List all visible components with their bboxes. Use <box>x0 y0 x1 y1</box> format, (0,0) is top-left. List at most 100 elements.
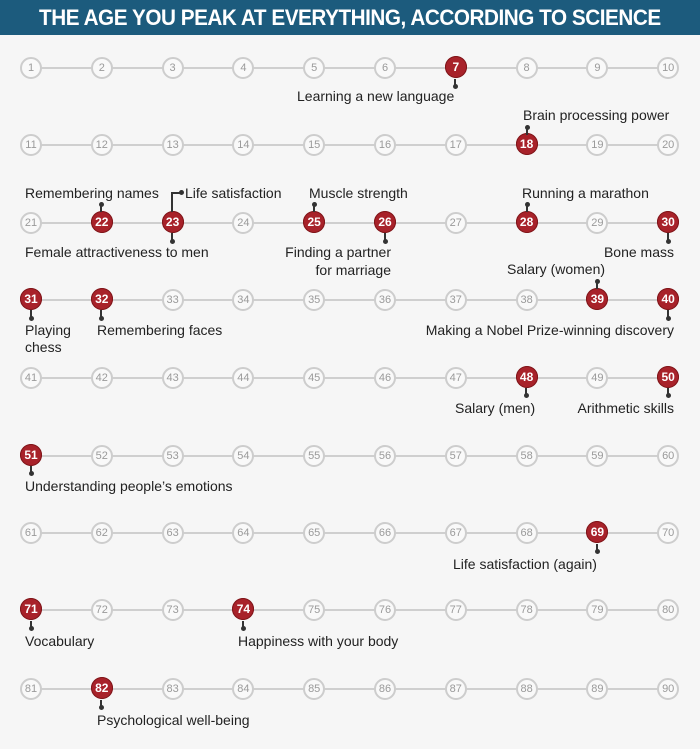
timeline-row: 21 22 23 24 25 26 27 28 29 30 <box>0 211 700 235</box>
age-marker: 54 <box>232 445 255 467</box>
connector-dot <box>98 705 104 710</box>
timeline-line <box>31 299 668 301</box>
connector <box>667 310 669 318</box>
age-marker: 64 <box>232 522 255 544</box>
connector <box>384 233 386 241</box>
connector-dot <box>665 393 671 398</box>
connector <box>596 544 598 552</box>
timeline-line <box>31 609 668 611</box>
age-marker: 20 <box>657 134 680 156</box>
age-marker: 34 <box>232 289 255 311</box>
age-marker: 4 <box>232 57 255 79</box>
label-age-71: Vocabulary <box>25 633 95 649</box>
connector <box>313 204 315 212</box>
connector <box>172 192 180 194</box>
connector-dot <box>28 626 34 631</box>
age-marker: 19 <box>586 134 609 156</box>
age-marker: 55 <box>303 445 326 467</box>
label-age-69: Life satisfaction (again) <box>453 556 597 572</box>
age-marker: 49 <box>586 367 609 389</box>
label-age-7: Learning a new language <box>297 88 455 104</box>
connector-dot <box>665 239 671 244</box>
age-marker: 81 <box>20 678 42 700</box>
connector <box>454 79 456 87</box>
age-marker: 42 <box>90 367 113 389</box>
age-marker: 70 <box>657 522 680 544</box>
connector-dot <box>452 84 458 89</box>
label-age-40: Making a Nobel Prize-winning discovery <box>425 322 674 338</box>
connector <box>525 388 527 396</box>
connector-dot <box>178 190 184 195</box>
timeline-row: 81 82 83 84 85 86 87 88 89 90 <box>0 677 700 701</box>
age-marker: 65 <box>303 522 326 544</box>
age-marker: 9 <box>586 57 609 79</box>
age-marker: 83 <box>161 678 184 700</box>
age-marker: 43 <box>161 367 184 389</box>
connector <box>30 621 32 629</box>
timeline-line <box>31 144 668 146</box>
label-age-26-line1: Finding a partner <box>285 244 391 260</box>
timeline-row: 11 12 13 14 15 16 17 18 19 20 <box>0 133 700 157</box>
peak-age-marker: 22 <box>90 211 113 233</box>
age-marker: 44 <box>232 367 255 389</box>
age-marker: 21 <box>20 212 42 234</box>
age-marker: 33 <box>161 289 184 311</box>
peak-age-marker: 28 <box>515 211 538 233</box>
timeline-row: 61 62 63 64 65 66 67 68 69 70 <box>0 521 700 545</box>
peak-age-marker: 30 <box>657 211 680 233</box>
peak-age-marker: 69 <box>586 521 609 543</box>
connector <box>667 233 669 241</box>
age-marker: 47 <box>444 367 467 389</box>
peak-age-marker: 18 <box>515 133 538 155</box>
age-marker: 57 <box>444 445 467 467</box>
label-age-82: Psychological well-being <box>97 712 250 728</box>
timeline-row: 31 32 33 34 35 36 37 38 39 40 <box>0 288 700 312</box>
label-age-51: Understanding people’s emotions <box>25 478 233 494</box>
age-marker: 16 <box>374 134 396 156</box>
connector-dot <box>594 549 600 554</box>
age-marker: 59 <box>586 445 609 467</box>
label-age-39: Salary (women) <box>507 261 606 277</box>
label-age-28: Running a marathon <box>522 185 649 201</box>
connector-dot <box>523 393 529 398</box>
label-age-31-line2: chess <box>25 339 62 355</box>
peak-age-marker: 74 <box>232 598 255 620</box>
age-marker: 86 <box>374 678 396 700</box>
peak-age-marker: 71 <box>20 598 42 620</box>
label-age-23-top: Life satisfaction <box>185 185 282 201</box>
timeline-row: 71 72 73 74 75 76 77 78 79 80 <box>0 598 700 622</box>
connector-dot <box>98 316 104 321</box>
label-age-50: Arithmetic skills <box>577 400 674 416</box>
label-age-32: Remembering faces <box>97 322 223 338</box>
connector <box>171 233 173 241</box>
age-marker: 85 <box>303 678 326 700</box>
age-marker: 12 <box>90 134 113 156</box>
age-marker: 76 <box>374 599 396 621</box>
label-age-25: Muscle strength <box>309 185 408 201</box>
timeline-line <box>31 222 668 224</box>
age-marker: 27 <box>444 212 467 234</box>
label-age-74: Happiness with your body <box>238 633 399 649</box>
connector-dot <box>382 239 388 244</box>
timeline-line <box>31 455 668 457</box>
peak-age-marker: 50 <box>657 366 680 388</box>
age-marker: 72 <box>90 599 113 621</box>
age-marker: 45 <box>303 367 326 389</box>
connector-dot <box>240 626 246 631</box>
peak-age-marker: 39 <box>586 288 609 310</box>
connector <box>526 204 528 212</box>
peak-age-marker: 7 <box>444 56 467 78</box>
label-age-30: Bone mass <box>603 244 674 260</box>
age-marker: 35 <box>303 289 326 311</box>
age-marker: 38 <box>515 289 538 311</box>
connector <box>596 281 598 289</box>
age-marker: 53 <box>161 445 184 467</box>
label-age-23-bottom: Female attractiveness to men <box>25 244 209 260</box>
age-marker: 89 <box>586 678 609 700</box>
age-marker: 61 <box>20 522 42 544</box>
peak-age-marker: 26 <box>374 211 396 233</box>
connector <box>100 204 102 212</box>
age-marker: 29 <box>586 212 609 234</box>
age-marker: 75 <box>303 599 326 621</box>
peak-age-marker: 48 <box>515 366 538 388</box>
